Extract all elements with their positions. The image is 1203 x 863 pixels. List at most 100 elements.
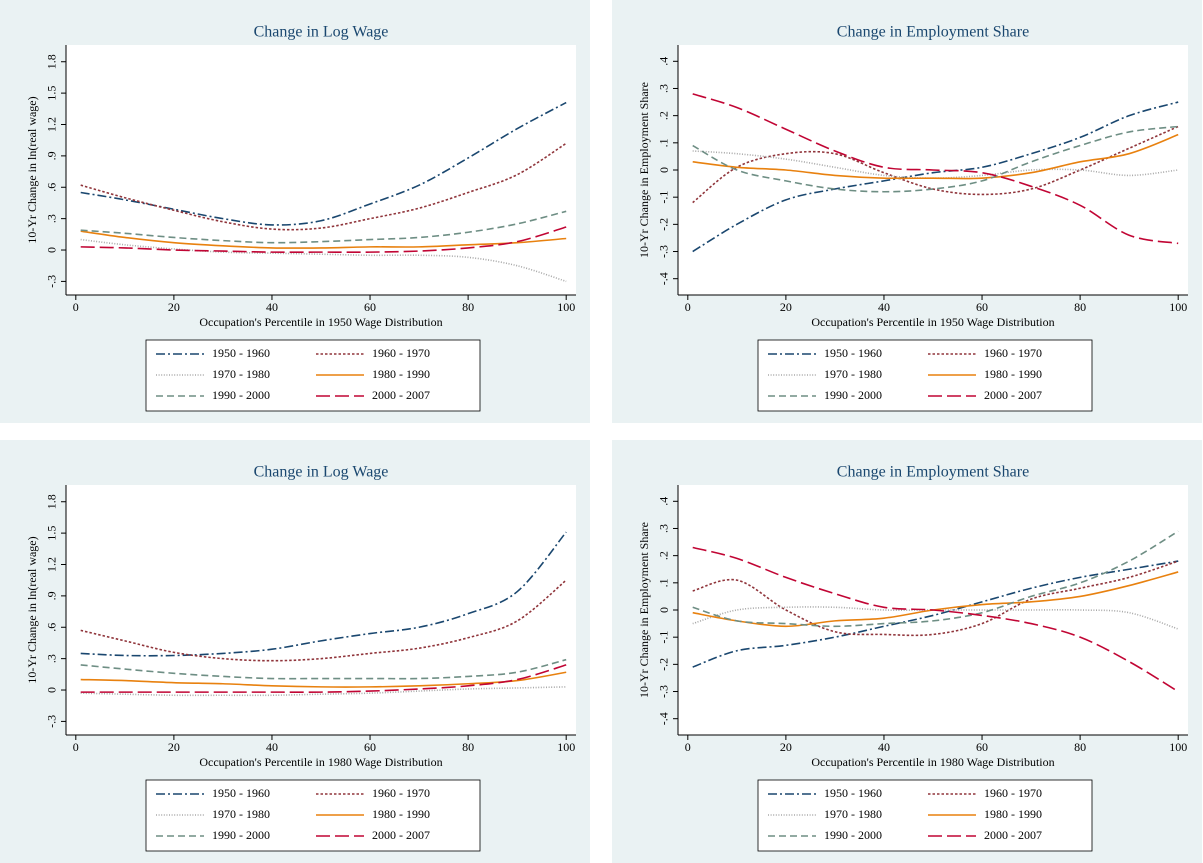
legend-label: 1960 - 1970 [372, 786, 430, 800]
legend-label: 1990 - 2000 [212, 828, 270, 842]
x-tick-label: 0 [685, 300, 691, 314]
y-tick-label: -.3 [45, 275, 59, 288]
legend-label: 1970 - 1980 [212, 807, 270, 821]
y-tick-label: .6 [45, 183, 59, 192]
legend-box [145, 339, 481, 412]
y-tick-label: -.1 [657, 631, 671, 644]
y-tick-label: -.4 [657, 712, 671, 725]
series-line [692, 133, 1179, 180]
legend-box [757, 339, 1093, 412]
x-tick-label: 40 [878, 300, 890, 314]
series-line [692, 125, 1179, 193]
legend-label: 1960 - 1970 [984, 786, 1042, 800]
y-tick-label: -.2 [657, 658, 671, 671]
x-tick-label: 20 [780, 740, 792, 754]
y-tick-label: -.3 [657, 685, 671, 698]
x-tick-label: 60 [976, 740, 988, 754]
y-tick-label: 1.2 [45, 557, 59, 572]
y-tick-label: 0 [657, 167, 671, 173]
x-tick-label: 0 [73, 300, 79, 314]
x-tick-label: 0 [73, 740, 79, 754]
y-tick-label: .3 [45, 654, 59, 663]
y-tick-label: 0 [45, 247, 59, 253]
chart-title: Change in Log Wage [254, 24, 389, 41]
y-axis-title: 10-Yr Change in Employment Share [637, 82, 651, 258]
y-tick-label: -.3 [45, 715, 59, 728]
legend-label: 1990 - 2000 [212, 388, 270, 402]
legend-label: 1960 - 1970 [984, 346, 1042, 360]
x-tick-label: 20 [168, 300, 180, 314]
series-line [80, 664, 567, 693]
legend-label: 1950 - 1960 [824, 786, 882, 800]
x-tick-label: 20 [780, 300, 792, 314]
series-line [692, 93, 1179, 245]
y-tick-label: -.1 [657, 191, 671, 204]
y-tick-label: 0 [657, 607, 671, 613]
x-axis-title: Occupation's Percentile in 1950 Wage Dis… [199, 315, 442, 329]
y-tick-label: 1.5 [45, 526, 59, 541]
legend-label: 1970 - 1980 [824, 807, 882, 821]
x-tick-label: 60 [364, 740, 376, 754]
x-tick-label: 80 [1074, 300, 1086, 314]
chart-title: Change in Employment Share [837, 464, 1029, 481]
x-tick-label: 100 [557, 300, 575, 314]
x-axis-title: Occupation's Percentile in 1980 Wage Dis… [811, 755, 1054, 769]
y-axis-title: 10-Yr Change in ln(real wage) [25, 96, 39, 243]
legend-label: 1950 - 1960 [212, 786, 270, 800]
series-line [80, 531, 567, 657]
y-tick-label: .3 [657, 84, 671, 93]
legend-label: 2000 - 2007 [984, 828, 1042, 842]
x-tick-label: 20 [168, 740, 180, 754]
legend-label: 2000 - 2007 [372, 828, 430, 842]
series-line [692, 560, 1179, 637]
series-line [80, 210, 567, 244]
series-line [80, 686, 567, 697]
y-tick-label: 1.8 [45, 54, 59, 69]
legend-label: 2000 - 2007 [372, 388, 430, 402]
y-tick-label: -.3 [657, 245, 671, 258]
chart-panel: Change in Log Wage -.3 0 .3 .6 .9 1.2 1.5 1.8 0 20… [0, 0, 590, 423]
x-tick-label: 60 [364, 300, 376, 314]
legend-label: 1980 - 1990 [372, 807, 430, 821]
series-line [80, 579, 567, 662]
legend-label: 1990 - 2000 [824, 388, 882, 402]
legend-label: 1980 - 1990 [372, 367, 430, 381]
x-axis-title: Occupation's Percentile in 1980 Wage Dis… [199, 755, 442, 769]
series-line [692, 560, 1179, 668]
y-tick-label: .9 [45, 591, 59, 600]
series-line [80, 658, 567, 680]
y-axis-title: 10-Yr Change in Employment Share [637, 522, 651, 698]
x-tick-label: 80 [462, 300, 474, 314]
x-axis-title: Occupation's Percentile in 1950 Wage Dis… [811, 315, 1054, 329]
y-tick-label: .9 [45, 151, 59, 160]
y-tick-label: .2 [657, 551, 671, 560]
legend-label: 2000 - 2007 [984, 388, 1042, 402]
y-tick-label: .4 [657, 57, 671, 66]
x-tick-label: 100 [557, 740, 575, 754]
series-line [80, 226, 567, 253]
legend-label: 1970 - 1980 [824, 367, 882, 381]
y-tick-label: .2 [657, 111, 671, 120]
series-line [692, 546, 1179, 693]
chart-panel: Change in Employment Share -.4 -.3 -.2 -.1 0.… [612, 440, 1202, 863]
legend-label: 1980 - 1990 [984, 367, 1042, 381]
series-line [80, 101, 567, 226]
legend-label: 1980 - 1990 [984, 807, 1042, 821]
plot-area [66, 45, 576, 295]
legend-box [145, 779, 481, 852]
x-tick-label: 0 [685, 740, 691, 754]
y-tick-label: 1.8 [45, 494, 59, 509]
y-tick-label: .3 [657, 524, 671, 533]
legend-label: 1950 - 1960 [824, 346, 882, 360]
y-tick-label: .1 [657, 138, 671, 147]
y-tick-label: 1.2 [45, 117, 59, 132]
legend-label: 1950 - 1960 [212, 346, 270, 360]
y-tick-label: .3 [45, 214, 59, 223]
x-tick-label: 80 [462, 740, 474, 754]
x-tick-label: 40 [266, 300, 278, 314]
x-tick-label: 40 [878, 740, 890, 754]
x-tick-label: 80 [1074, 740, 1086, 754]
chart-panel: Change in Log Wage -.3 0 .3 .6 .9 1.2 1.5 1.8 0 20… [0, 440, 590, 863]
legend-label: 1960 - 1970 [372, 346, 430, 360]
